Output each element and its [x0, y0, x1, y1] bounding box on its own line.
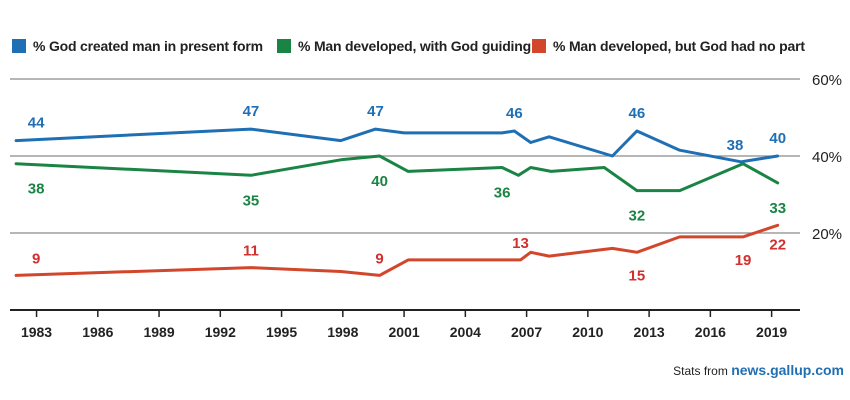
- data-label: 38: [727, 137, 744, 154]
- data-label: 13: [512, 235, 529, 252]
- x-tick-label: 2004: [450, 324, 481, 340]
- y-tick-label: 20%: [812, 226, 842, 243]
- legend-item-god-guiding: % Man developed, with God guiding: [277, 38, 531, 54]
- x-axis-ticks: 1983 1986 1989 1992 1995 1998 2001 2004 2007 2010…: [21, 310, 787, 340]
- x-tick-label: 1998: [327, 324, 358, 340]
- y-tick-label: 40%: [812, 149, 842, 166]
- x-tick-label: 2019: [756, 324, 787, 340]
- data-label: 47: [243, 103, 260, 120]
- legend-swatch-god-created: [12, 39, 26, 53]
- y-axis-ticks: 60% 40% 20%: [812, 72, 842, 243]
- data-label: 35: [243, 192, 260, 209]
- x-tick-label: 2013: [634, 324, 665, 340]
- legend-label-no-god: % Man developed, but God had no part: [553, 38, 805, 54]
- source-prefix: Stats from: [673, 364, 728, 378]
- legend-item-god-created: % God created man in present form: [12, 38, 263, 54]
- data-label: 32: [629, 208, 646, 225]
- x-tick-label: 2016: [695, 324, 726, 340]
- x-tick-label: 2010: [572, 324, 603, 340]
- data-label: 9: [375, 250, 383, 267]
- source-credit: Stats from news.gallup.com: [673, 362, 844, 378]
- x-tick-label: 1995: [266, 324, 297, 340]
- data-label: 47: [367, 103, 384, 120]
- data-label: 40: [371, 173, 388, 190]
- legend-swatch-god-guiding: [277, 39, 291, 53]
- x-tick-label: 1989: [143, 324, 174, 340]
- x-tick-label: 1983: [21, 324, 52, 340]
- data-label: 22: [769, 236, 786, 253]
- data-labels: 44 47 47 46 46 38 40 38 35 40 36 32 33 9 11 9 13 15 19 22: [28, 103, 786, 284]
- data-label: 15: [629, 267, 646, 284]
- data-label: 9: [32, 250, 40, 267]
- line-god-created: [14, 127, 780, 164]
- source-link[interactable]: news.gallup.com: [731, 362, 844, 378]
- series-lines: [14, 127, 780, 277]
- data-label: 38: [28, 181, 45, 198]
- y-tick-label: 60%: [812, 72, 842, 89]
- line-no-god: [14, 223, 780, 277]
- data-label: 36: [494, 185, 511, 202]
- x-tick-label: 2007: [511, 324, 542, 340]
- data-label: 11: [243, 243, 259, 260]
- data-label: 46: [506, 105, 523, 122]
- x-tick-label: 1992: [205, 324, 236, 340]
- legend-swatch-no-god: [532, 39, 546, 53]
- data-label: 19: [735, 252, 752, 269]
- data-label: 40: [769, 130, 786, 147]
- legend-item-no-god: % Man developed, but God had no part: [532, 38, 805, 54]
- legend-label-god-guiding: % Man developed, with God guiding: [298, 38, 531, 54]
- gridlines: [10, 78, 800, 234]
- line-god-guiding: [14, 154, 780, 193]
- legend-label-god-created: % God created man in present form: [33, 38, 263, 54]
- x-tick-label: 1986: [82, 324, 113, 340]
- x-tick-label: 2001: [389, 324, 420, 340]
- data-label: 46: [629, 105, 646, 122]
- legend: % God created man in present form % Man …: [12, 38, 842, 62]
- data-label: 33: [769, 200, 786, 217]
- data-label: 44: [28, 115, 45, 132]
